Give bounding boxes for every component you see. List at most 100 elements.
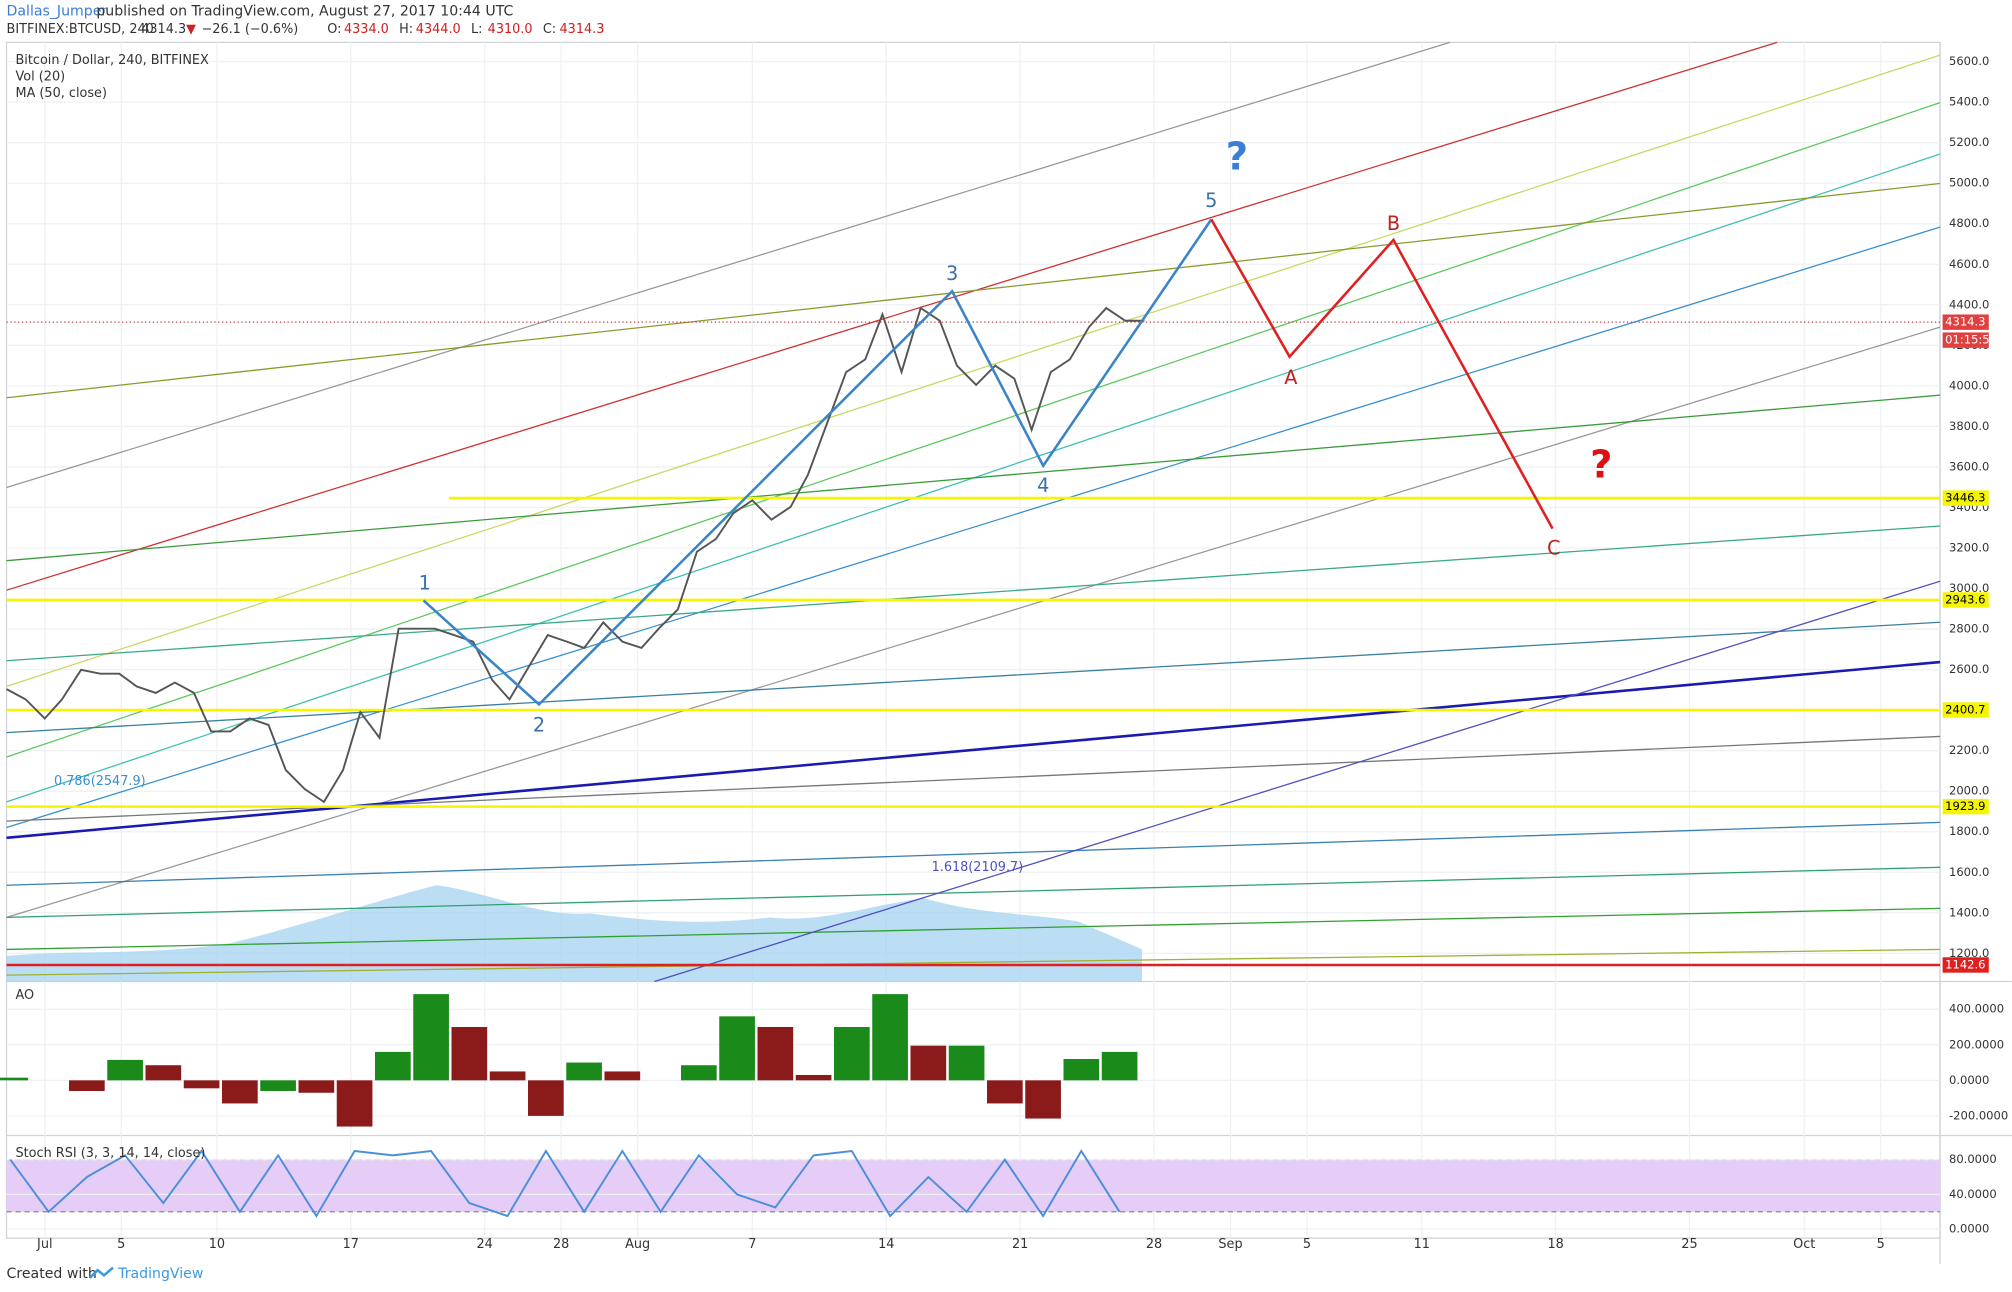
x-tick-label: Jul xyxy=(36,1237,52,1252)
ao-bar xyxy=(833,1027,870,1081)
ao-bar xyxy=(604,1071,641,1081)
y-tick-label: 80.0000 xyxy=(1949,1152,1997,1166)
question-mark: ? xyxy=(1590,443,1612,488)
ohlc-label: C: xyxy=(543,22,556,37)
wave-label: 4 xyxy=(1037,474,1049,497)
x-tick-label: Aug xyxy=(625,1237,650,1252)
ao-bar xyxy=(375,1051,411,1081)
y-tick-label: 4600.0 xyxy=(1949,257,1989,271)
x-tick-label: Oct xyxy=(1793,1237,1815,1252)
trend-line xyxy=(6,41,1451,489)
trend-line xyxy=(6,394,1941,562)
trend-line xyxy=(6,621,1941,734)
ohlc-label: H: xyxy=(399,22,413,37)
ao-bar xyxy=(795,1074,832,1081)
legend-title: Bitcoin / Dollar, 240, BITFINEX xyxy=(16,53,210,68)
wave-label: A xyxy=(1284,366,1297,389)
trend-line xyxy=(6,948,1941,976)
level-label-box xyxy=(1942,490,1989,506)
price-line xyxy=(6,306,1145,804)
legend-title: AO xyxy=(16,988,35,1003)
question-mark: ? xyxy=(1226,135,1248,180)
x-tick-label: 17 xyxy=(343,1237,359,1252)
ao-bar xyxy=(1101,1051,1138,1081)
x-tick-label: Sep xyxy=(1218,1237,1242,1252)
level-label: 3446.3 xyxy=(1945,491,1985,505)
trend-line xyxy=(6,525,1941,662)
wave-label: 2 xyxy=(533,714,545,737)
ao-bar xyxy=(336,1080,373,1127)
y-tick-label: 3800.0 xyxy=(1949,419,1989,433)
ohlc-value: 4310.0 xyxy=(488,22,533,37)
volume-area xyxy=(6,885,1142,982)
impulse-wave xyxy=(422,218,1213,707)
level-label: 2943.6 xyxy=(1945,592,1985,606)
legend-indicator: MA (50, close) xyxy=(16,86,107,101)
ao-bar xyxy=(413,994,449,1081)
price-line xyxy=(9,1149,1121,1218)
trend-line xyxy=(6,866,1941,918)
arrow: ▼ xyxy=(186,22,196,37)
wave-label: 1 xyxy=(419,571,431,594)
ao-bar xyxy=(872,994,908,1081)
y-tick-label: 40.0000 xyxy=(1949,1187,1997,1201)
y-tick-label: 5600.0 xyxy=(1949,54,1989,68)
countdown-box xyxy=(1942,332,1989,348)
ohlc-value: 4334.0 xyxy=(344,22,389,37)
time-axis: Jul 5 10 17 24 28 Aug 7 14 21 28 Sep 5 11 18 25 Oct 5 xyxy=(36,1237,1885,1252)
level-label: 1142.6 xyxy=(1945,957,1985,971)
fib-label: 0.786(2547.9) xyxy=(54,774,146,789)
y-tick-label: 1200.0 xyxy=(1949,946,1989,960)
ao-bar xyxy=(107,1059,143,1081)
ao-bar xyxy=(757,1027,794,1081)
trend-line xyxy=(6,102,1941,758)
y-tick-label: 0.0000 xyxy=(1949,1222,1989,1236)
ao-bar xyxy=(719,1016,755,1081)
x-tick-label: 14 xyxy=(878,1237,894,1252)
level-label: 1923.9 xyxy=(1945,799,1985,813)
y-tick-label: 5000.0 xyxy=(1949,176,1989,190)
corrective-wave xyxy=(1210,218,1554,530)
x-tick-label: 10 xyxy=(209,1237,225,1252)
ao-bar xyxy=(451,1027,488,1081)
ao-bar xyxy=(145,1065,182,1081)
author[interactable]: Dallas_Jumper xyxy=(7,4,108,20)
level-label-box xyxy=(1942,957,1989,973)
level-label-box xyxy=(1942,798,1989,815)
stoch-panel: 0.0000 40.0000 80.0000 xyxy=(6,1149,1997,1236)
y-tick-label: 3200.0 xyxy=(1949,540,1989,554)
ohlc-value: 4344.0 xyxy=(416,22,461,37)
trend-line xyxy=(6,660,1941,840)
ao-bar xyxy=(910,1045,947,1081)
wave-label: 3 xyxy=(946,262,958,285)
ao-bar xyxy=(298,1080,335,1093)
y-tick-label: 2800.0 xyxy=(1949,622,1989,636)
ohlc-label: L: xyxy=(471,22,482,37)
last-price-label-box xyxy=(1942,314,1989,330)
x-tick-label: 18 xyxy=(1547,1237,1563,1252)
x-tick-label: 5 xyxy=(117,1237,125,1252)
x-tick-label: 5 xyxy=(1303,1237,1311,1252)
y-tick-label: 3000.0 xyxy=(1949,581,1989,595)
y-tick-label: 5400.0 xyxy=(1949,95,1989,109)
ao-bar xyxy=(528,1080,564,1116)
footer-brand[interactable]: TradingView xyxy=(117,1266,203,1282)
x-tick-label: 24 xyxy=(476,1237,492,1252)
legend-title: Stoch RSI (3, 3, 14, 14, close) xyxy=(16,1146,206,1161)
x-tick-label: 28 xyxy=(1146,1237,1162,1252)
y-tick-label: 1400.0 xyxy=(1949,905,1989,919)
trend-line xyxy=(6,907,1941,951)
ao-bar xyxy=(260,1080,296,1091)
y-tick-label: 1600.0 xyxy=(1949,865,1989,879)
y-tick-label: -200.0000 xyxy=(1949,1108,2008,1122)
y-tick-label: 2000.0 xyxy=(1949,784,1989,798)
ao-bar xyxy=(489,1071,526,1081)
fib-label: 1.618(2109.7) xyxy=(932,860,1024,875)
ao-bar xyxy=(1063,1058,1100,1081)
y-tick-label: 0.0000 xyxy=(1949,1073,1989,1087)
published: published on TradingView.com, August 27,… xyxy=(96,4,513,20)
x-tick-label: 5 xyxy=(1877,1237,1885,1252)
x-tick-label: 7 xyxy=(748,1237,756,1252)
ao-bar xyxy=(1025,1080,1061,1119)
